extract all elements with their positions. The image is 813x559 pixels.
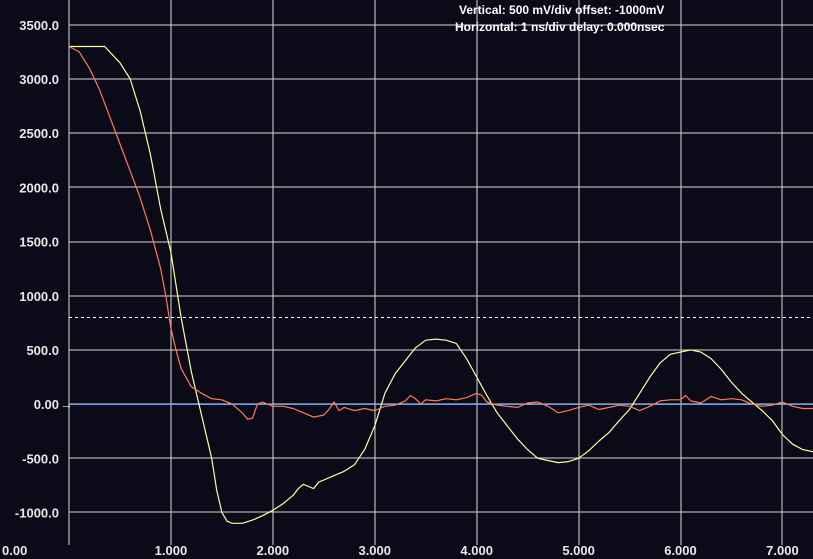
grid [68, 0, 813, 545]
x-tick-label: 6.000 [664, 543, 697, 558]
x-tick-label: 7.000 [766, 543, 799, 558]
y-tick-label: 2000.0 [19, 180, 59, 195]
y-tick-label: 1000.0 [19, 289, 59, 304]
trace-2 [68, 45, 813, 420]
y-tick-label: 3000.0 [19, 72, 59, 87]
horizontal-settings: Horizontal: 1 ns/div delay: 0.000nsec [455, 20, 665, 34]
x-tick-label: 4.000 [460, 543, 493, 558]
y-tick-label: 0.00 [34, 397, 59, 412]
x-tick-label: 5.000 [562, 543, 595, 558]
x-tick-label: 2.000 [257, 543, 290, 558]
zero-marker-arrow: → [60, 397, 73, 412]
y-tick-label: 1500.0 [19, 235, 59, 250]
y-tick-label: 3500.0 [19, 18, 59, 33]
trace-1 [69, 45, 813, 524]
y-tick-labels: 3500.0 3000.0 2500.0 2000.0 1500.0 1000.0 500.… [15, 18, 59, 521]
y-tick-label: 500.0 [26, 343, 59, 358]
y-tick-label: -500.0 [22, 451, 59, 466]
traces [68, 45, 813, 524]
x-tick-label: 0.00 [2, 543, 27, 558]
x-tick-labels: 0.00 1.000 2.000 3.000 4.000 5.000 6.000 7.000 [2, 543, 799, 558]
vertical-settings: Vertical: 500 mV/div offset: -1000mV [459, 3, 664, 17]
x-tick-label: 1.000 [155, 543, 188, 558]
y-tick-label: 2500.0 [19, 126, 59, 141]
x-tick-label: 3.000 [358, 543, 391, 558]
y-tick-label: -1000.0 [15, 505, 59, 520]
